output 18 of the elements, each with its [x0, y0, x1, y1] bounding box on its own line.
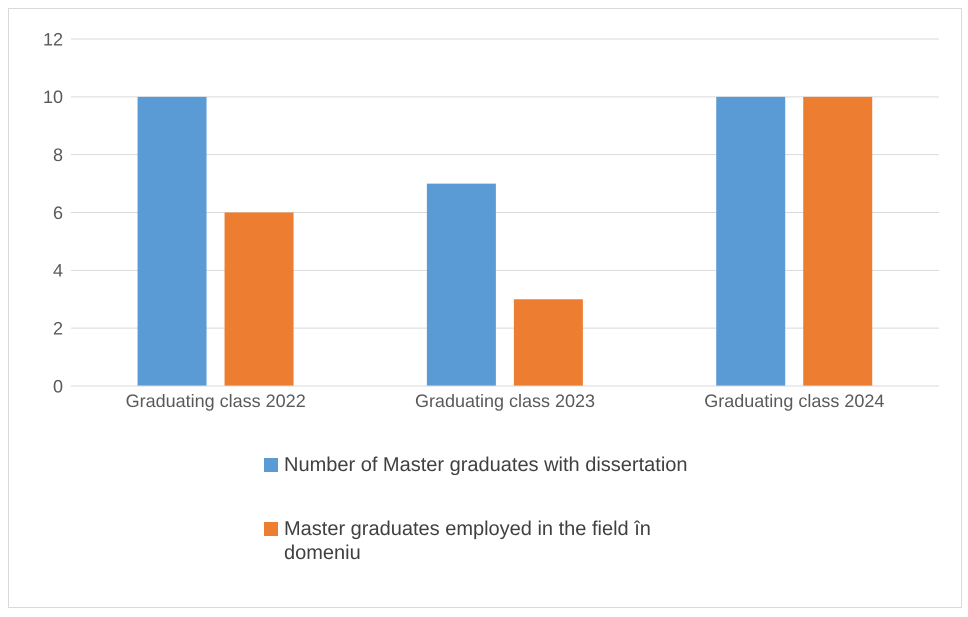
y-tick-label: 6 — [52, 202, 63, 223]
x-tick-label: Graduating class 2022 — [126, 390, 306, 411]
x-tick-label: Graduating class 2023 — [414, 390, 596, 411]
y-tick-label: 4 — [52, 260, 63, 281]
bar — [224, 212, 294, 386]
bar — [426, 184, 496, 386]
y-tick-label: 12 — [42, 29, 63, 50]
y-tick-label: 0 — [52, 376, 63, 396]
y-tick-label: 2 — [52, 318, 63, 339]
bar — [803, 96, 872, 386]
x-tick-label: Graduating class 2024 — [704, 390, 884, 411]
legend-label: Master graduates employed in the field în domeniu — [284, 517, 652, 565]
y-tick-label: 10 — [42, 87, 63, 108]
bar — [716, 96, 786, 386]
y-tick-label: 8 — [52, 145, 63, 166]
legend-label: Number of Master graduates with dissertation — [284, 453, 688, 477]
bar — [138, 96, 207, 386]
bar — [514, 299, 583, 386]
